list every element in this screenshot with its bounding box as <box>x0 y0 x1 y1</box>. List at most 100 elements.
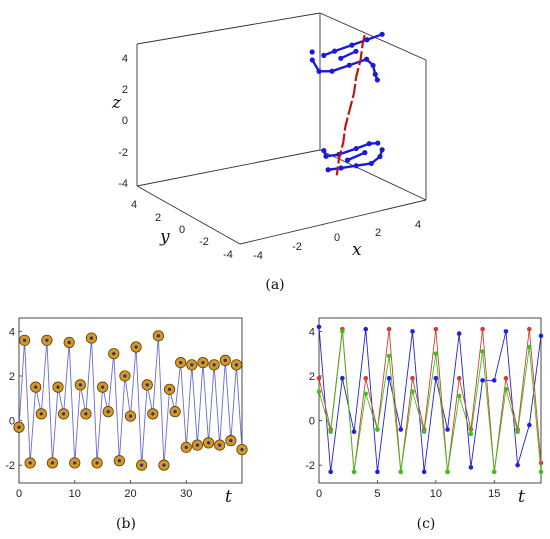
panel-a-blue-strand <box>323 49 336 57</box>
data-point <box>538 469 544 475</box>
data-point <box>421 429 427 435</box>
y-axis-label: y <box>159 227 170 247</box>
panel-a-blue-strand <box>356 162 372 167</box>
data-point-center <box>50 461 55 465</box>
panel-a-marks <box>309 31 385 176</box>
data-point <box>515 462 520 468</box>
data-point-center <box>140 463 144 467</box>
panel-a-blue-strand <box>327 166 342 171</box>
data-point <box>480 378 485 383</box>
panel-a-blue-strand <box>340 50 357 60</box>
y-tick-neg4: -4 <box>223 249 233 261</box>
x-tick-label: 0 <box>316 488 322 500</box>
data-point <box>456 331 462 336</box>
data-point <box>363 326 369 332</box>
x-tick-label: 15 <box>488 488 500 500</box>
data-point-center <box>73 461 77 465</box>
data-point <box>386 326 392 332</box>
data-point <box>456 393 462 399</box>
panel-a-blue-strand <box>365 58 374 67</box>
x-tick-label: 30 <box>180 488 192 500</box>
data-point <box>491 469 497 475</box>
data-point <box>316 389 322 394</box>
data-point <box>491 378 497 383</box>
data-point-center <box>17 425 21 429</box>
data-point <box>398 427 404 432</box>
panel-b-x-axis-label: t <box>225 487 232 507</box>
panel-a-blue-strand <box>322 150 328 157</box>
y-tick-label: -2 <box>5 460 15 472</box>
data-point-center <box>95 461 99 465</box>
data-point-center <box>112 352 116 356</box>
y-tick-4: 4 <box>131 199 137 211</box>
panel-a-blue-strand <box>331 64 350 73</box>
y-tick-label: 0 <box>9 416 15 428</box>
data-point <box>468 465 474 470</box>
data-point <box>468 431 474 437</box>
z-tick-neg4: -4 <box>118 178 128 190</box>
data-point <box>410 375 415 381</box>
panel-a-blue-strand <box>325 153 340 158</box>
x-tick-neg2: -2 <box>292 241 302 253</box>
data-point <box>421 469 427 475</box>
data-point <box>363 375 369 381</box>
data-point-center <box>84 412 88 416</box>
data-point-center <box>62 412 66 416</box>
y-tick-label: -2 <box>305 460 315 472</box>
data-point <box>410 389 415 394</box>
data-point <box>527 422 532 428</box>
data-point-center <box>167 387 172 391</box>
data-point-center <box>145 383 149 387</box>
panel-a-red-segment <box>337 142 345 160</box>
data-point <box>527 344 532 350</box>
data-point-center <box>28 461 32 465</box>
data-point <box>328 429 333 435</box>
data-point <box>538 333 544 339</box>
data-point <box>363 391 369 397</box>
data-point <box>316 324 322 330</box>
data-point <box>375 427 380 432</box>
data-point-center <box>179 360 183 365</box>
panel-c-marks <box>316 324 544 475</box>
data-point <box>456 375 462 381</box>
y-tick-label: 4 <box>9 326 15 338</box>
x-tick-label: 20 <box>124 488 136 500</box>
panel-a-blue-strand <box>378 149 384 157</box>
series-line <box>318 331 542 472</box>
panel-a-blue-strand <box>366 33 383 41</box>
panel-a-blue-strand <box>348 58 367 67</box>
y-tick-0: 0 <box>179 224 185 236</box>
data-point <box>538 460 544 466</box>
y-tick-2: 2 <box>155 212 161 224</box>
data-point-center <box>184 445 188 449</box>
data-point-center <box>190 363 194 367</box>
panel-c-frame <box>318 317 542 484</box>
data-point <box>375 469 380 475</box>
x-tick-label: 5 <box>374 488 380 500</box>
data-point-center <box>234 363 239 367</box>
y-tick-label: 2 <box>9 371 15 383</box>
x-tick-label: 0 <box>16 488 22 500</box>
data-point-center <box>101 385 105 389</box>
data-point-center <box>123 374 127 378</box>
panel-a-blue-strand <box>351 38 368 47</box>
data-point-center <box>218 443 222 447</box>
panel-label-c: (c) <box>417 516 436 532</box>
data-point <box>433 375 439 381</box>
panel-c-x-axis-label: t <box>518 487 525 507</box>
data-point-center <box>240 447 244 452</box>
series-line <box>318 326 542 472</box>
data-point <box>433 351 439 356</box>
data-point <box>386 353 392 359</box>
data-point-center <box>56 385 60 389</box>
panel-a-red-segment <box>335 159 341 176</box>
data-point <box>340 329 345 334</box>
panel-a-blue-point <box>309 49 315 55</box>
data-point-center <box>229 439 233 443</box>
data-point <box>515 429 520 435</box>
panel-a-blue-strand <box>355 142 370 150</box>
data-point-center <box>151 412 155 416</box>
z-tick-2: 2 <box>122 84 128 96</box>
